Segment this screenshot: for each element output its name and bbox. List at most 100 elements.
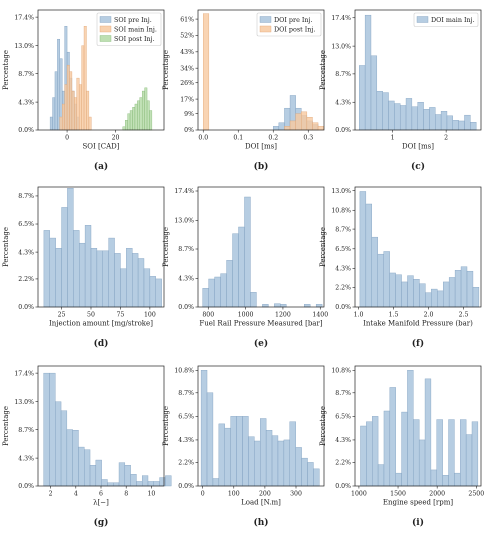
y-tick-label: 10.8% [331, 207, 351, 214]
bar-soi-post-inj--7 [139, 97, 143, 131]
x-tick-label: 2.0 [424, 312, 434, 319]
bar-series-19 [153, 481, 160, 487]
bar-doi-main-inj--3 [376, 91, 383, 131]
bar-doi-main-inj--15 [446, 115, 453, 131]
bar-series-8 [407, 275, 414, 308]
bar-series-0 [43, 230, 50, 308]
legend-swatch [259, 25, 272, 33]
bar-series-0 [360, 425, 367, 487]
bars [359, 191, 480, 308]
panel-label: (a) [94, 161, 108, 172]
bar-soi-main-inj--10 [83, 26, 87, 131]
x-tick-label: 2 [49, 491, 53, 498]
bar-series-12 [431, 288, 438, 308]
y-axis-label: Percentage [319, 227, 327, 267]
panel-label: (i) [412, 517, 424, 528]
y-axis-label: Percentage [2, 50, 10, 90]
bar-series-7 [84, 449, 91, 487]
bar-series-18 [149, 276, 156, 308]
bar-series-3 [61, 207, 68, 308]
legend-box [256, 12, 322, 37]
y-axis-label: Percentage [319, 50, 327, 90]
x-tick-label: 800 [202, 312, 214, 319]
legend-box [96, 12, 162, 46]
bar-series-13 [436, 419, 443, 487]
y-tick-label: 26% [180, 80, 194, 87]
bar-series-8 [248, 436, 255, 487]
x-tick-label: 0.0 [198, 135, 208, 142]
bar-doi-main-inj--2 [370, 55, 378, 131]
y-tick-label: 8.7% [18, 71, 34, 78]
bar-soi-pre-inj--3 [57, 38, 61, 131]
bar-series-5 [389, 387, 396, 487]
y-tick-label: 4.3% [335, 99, 351, 106]
legend-swatch [416, 16, 429, 23]
bar-soi-pre-inj--1 [52, 97, 56, 131]
axes-frame [37, 186, 165, 308]
bar-series-1 [366, 421, 373, 487]
y-tick-label: 2.2% [18, 276, 34, 283]
y-tick-label: 0% [184, 127, 194, 134]
bar-series-3 [60, 410, 68, 487]
bar-series-4 [383, 410, 391, 487]
y-tick-label: 17.4% [331, 15, 351, 22]
bar-series-5 [230, 416, 237, 487]
bar-series-1 [49, 372, 56, 487]
bar-series-5 [72, 430, 79, 487]
y-tick-label: 6.5% [178, 414, 194, 421]
bar-series-16 [136, 481, 143, 487]
bar-series-4 [66, 429, 73, 487]
bar-series-5 [232, 233, 239, 308]
y-tick-label: 6.5% [335, 414, 351, 421]
bar-series-19 [315, 304, 323, 308]
panel-label: (d) [94, 338, 109, 349]
x-tick-label: 50 [87, 312, 95, 319]
axes-frame [354, 186, 482, 308]
y-tick-label: 34% [180, 65, 194, 72]
bar-doi-main-inj--11 [423, 109, 430, 131]
y-tick-label: 17.4% [14, 370, 34, 377]
panel-h: 0.0% 2.2% 4.3% 6.5% 8.7% 10.8% 0 100 200 300 Load … [162, 365, 325, 528]
y-tick-label: 61% [180, 16, 194, 23]
bar-series-9 [95, 459, 102, 487]
bar-soi-main-inj--0 [59, 116, 63, 131]
y-tick-label: 13.0% [331, 188, 351, 195]
bar-soi-main-inj--7 [76, 77, 80, 131]
y-tick-label: 4.3% [335, 437, 351, 444]
bar-soi-main-inj--5 [71, 90, 75, 131]
bar-series-6 [395, 472, 402, 487]
x-tick-label: 100 [228, 491, 240, 498]
y-tick-label: 0.0% [18, 304, 34, 311]
bar-series-8 [250, 292, 257, 308]
bars [202, 196, 323, 308]
bar-series-0 [359, 191, 367, 308]
y-tick-label: 13.0% [331, 43, 351, 50]
y-tick-label: 2.2% [335, 460, 351, 467]
axes-frame [354, 9, 482, 131]
x-tick-label: 1 [391, 135, 395, 142]
y-tick-label: 8.7% [178, 390, 194, 397]
bar-series-2 [55, 248, 62, 308]
x-tick-label: 6 [99, 491, 103, 498]
bar-doi-post-inj--0 [203, 13, 210, 131]
y-tick-label: 8.7% [335, 390, 351, 397]
axes-frame [197, 186, 325, 308]
y-tick-label: 17.4% [14, 14, 34, 21]
y-axis-label: Percentage [2, 406, 10, 446]
x-tick-label: 2500 [468, 491, 484, 498]
legend: SOI pre Inj.SOI main Inj. SOI post Inj. [96, 12, 162, 46]
bar-doi-main-inj--9 [411, 106, 418, 131]
y-tick-label: 4.3% [18, 249, 34, 256]
y-tick-label: 17.4% [174, 188, 194, 195]
bar-series-7 [244, 196, 251, 308]
bar-series-13 [118, 462, 126, 487]
bar-series-12 [114, 253, 121, 308]
legend-swatch [259, 16, 272, 23]
bar-series-4 [383, 251, 390, 308]
x-tick-label: 10 [147, 491, 155, 498]
x-tick-label: 75 [116, 312, 124, 319]
bar-series-4 [226, 260, 233, 308]
y-tick-label: 2.2% [335, 284, 351, 291]
bar-series-9 [254, 440, 261, 487]
